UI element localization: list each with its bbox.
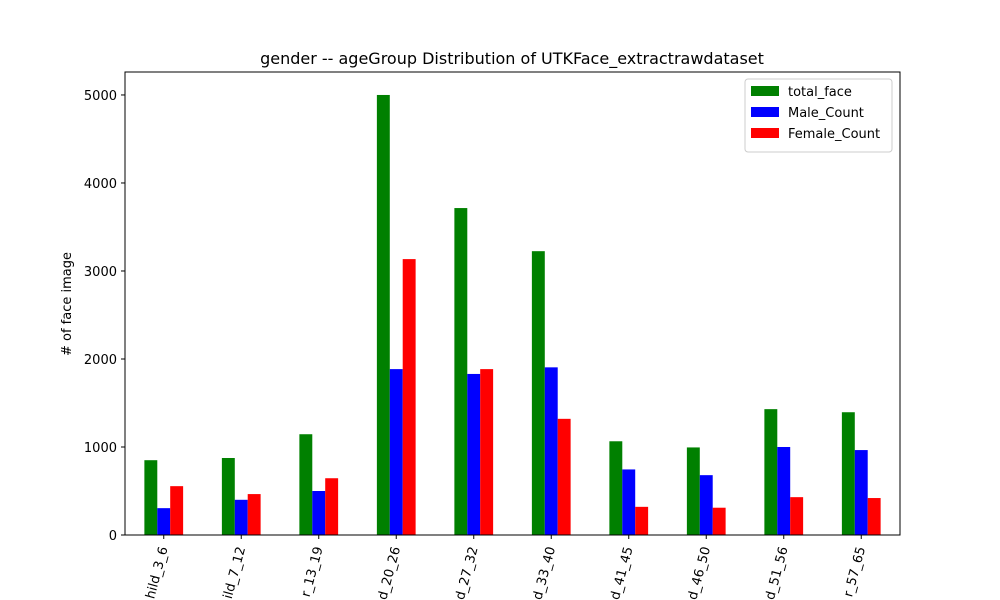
x-tick-label: d_41_45 — [608, 545, 637, 600]
bar — [247, 494, 261, 535]
bar — [557, 418, 571, 535]
bar — [699, 475, 713, 535]
legend-swatch — [751, 128, 779, 138]
plot-frame — [124, 71, 901, 536]
bar — [764, 409, 778, 535]
bar — [467, 373, 481, 535]
bar — [402, 259, 416, 535]
y-tick-label: 3000 — [84, 265, 117, 280]
bar — [234, 499, 248, 535]
bar — [299, 434, 313, 535]
x-tick-label: d_27_32 — [453, 545, 482, 600]
bar — [454, 208, 468, 535]
bar — [854, 450, 868, 535]
y-tick-label: 5000 — [84, 89, 117, 104]
bar — [609, 441, 623, 535]
legend-swatch — [751, 86, 779, 96]
legend-swatch — [751, 107, 779, 117]
bar — [480, 369, 494, 535]
legend-label: Female_Count — [788, 127, 880, 142]
bar — [544, 367, 558, 535]
y-tick-label: 0 — [109, 529, 117, 544]
legend-box — [744, 78, 893, 153]
bar — [170, 486, 184, 535]
bar — [777, 446, 791, 535]
bar — [712, 507, 726, 535]
bar — [157, 508, 171, 535]
bar — [531, 251, 545, 535]
bar — [325, 478, 339, 535]
bar — [312, 490, 326, 535]
x-tick-label: ild_7_12 — [221, 545, 249, 600]
x-tick-label: d_51_56 — [763, 545, 792, 600]
x-tick-label: hild_3_6 — [143, 545, 171, 600]
bar — [790, 497, 804, 535]
bar — [686, 447, 700, 535]
y-tick-label: 2000 — [84, 353, 117, 368]
bar — [622, 469, 636, 535]
x-tick-label: r_13_19 — [299, 545, 327, 599]
y-axis-label: # of face image — [60, 252, 75, 356]
y-tick-label: 1000 — [84, 441, 117, 456]
x-tick-label: r_57_65 — [841, 545, 869, 599]
bar — [144, 460, 158, 535]
x-tick-label: d_20_26 — [376, 545, 405, 600]
x-tick-label: d_46_50 — [686, 545, 715, 600]
bar — [841, 412, 855, 535]
bar — [376, 94, 390, 535]
legend-label: total_face — [788, 85, 852, 100]
bar — [867, 498, 881, 535]
bar — [221, 457, 235, 535]
y-tick-label: 4000 — [84, 177, 117, 192]
legend-label: Male_Count — [788, 106, 864, 121]
chart-title: gender -- ageGroup Distribution of UTKFa… — [260, 49, 764, 69]
x-tick-label: d_33_40 — [531, 545, 560, 600]
bar — [635, 506, 649, 535]
bar — [389, 369, 403, 535]
